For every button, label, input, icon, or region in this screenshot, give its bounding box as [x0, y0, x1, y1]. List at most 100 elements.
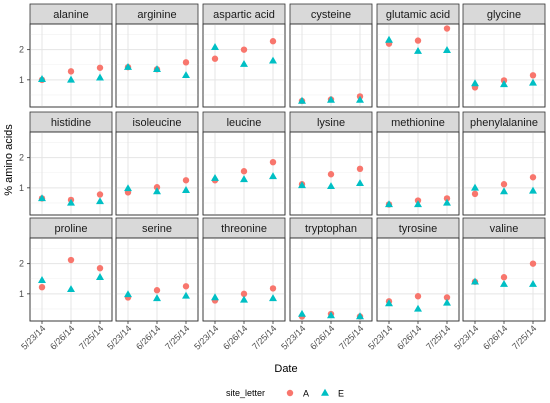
plot-frame [115, 23, 199, 108]
point-E [269, 56, 277, 64]
facet-panel-cysteine: cysteine [289, 3, 373, 108]
legend-title: site_letter [226, 388, 265, 398]
point-E [298, 309, 306, 317]
point-A [96, 264, 104, 272]
plot-frame [202, 131, 286, 216]
point-E [124, 62, 132, 70]
point-E [385, 35, 393, 43]
x-tick-label: 7/25/14 [163, 323, 191, 351]
y-tick-label: 1 [19, 289, 24, 299]
point-E [327, 182, 335, 190]
point-E [298, 181, 306, 189]
facet-strip-label: threonine [221, 223, 267, 235]
x-tick-label: 6/26/14 [481, 323, 509, 351]
point-A [269, 158, 277, 166]
point-E [182, 291, 190, 299]
point-A [182, 59, 190, 66]
point-E [240, 175, 248, 183]
plot-frame [202, 23, 286, 108]
x-axis-title: Date [274, 363, 297, 375]
x-tick-label: 5/23/14 [19, 323, 47, 351]
point-E [211, 173, 219, 181]
facet-strip-label: proline [54, 223, 87, 235]
point-E [38, 194, 46, 202]
point-E [298, 96, 306, 104]
point-E [240, 59, 248, 67]
point-E [211, 293, 219, 301]
point-E [96, 273, 104, 280]
x-tick-label: 6/26/14 [395, 323, 423, 351]
point-E [356, 179, 364, 187]
facet-strip-label: tryptophan [305, 223, 357, 235]
point-E [529, 186, 537, 194]
facet-panel-threonine: threonine 5/23/14 6/26/14 7/25/14 [192, 217, 286, 352]
point-A [414, 293, 422, 300]
facet-panel-leucine: leucine [202, 111, 286, 216]
facet-strip-label: tyrosine [399, 223, 438, 235]
point-A [153, 184, 161, 191]
point-E [38, 276, 46, 283]
point-A [529, 174, 537, 181]
y-tick-label: 1 [19, 75, 24, 85]
point-E [67, 198, 75, 206]
facet-strip-label: cysteine [311, 9, 351, 21]
y-axis-title: % amino acids [3, 124, 15, 196]
x-tick-label: 7/25/14 [510, 323, 538, 351]
x-tick-label: 6/26/14 [134, 323, 162, 351]
point-A [67, 68, 75, 75]
x-tick-label: 6/26/14 [48, 323, 76, 351]
point-E [67, 285, 75, 293]
point-E [327, 311, 335, 319]
point-A [529, 260, 537, 267]
y-tick-label: 2 [19, 259, 24, 269]
point-E [414, 304, 422, 312]
facet-strip-label: glutamic acid [386, 9, 450, 21]
point-E [385, 299, 393, 307]
point-A [153, 287, 161, 294]
x-tick-label: 5/23/14 [452, 323, 480, 351]
point-A [211, 55, 219, 62]
x-tick-label: 7/25/14 [424, 323, 452, 351]
x-tick-label: 5/23/14 [279, 323, 307, 351]
facet-panel-tryptophan: tryptophan 5/23/14 6/26/14 7/25/14 [279, 217, 373, 352]
facet-strip-label: methionine [391, 117, 445, 129]
point-A [500, 274, 508, 281]
point-E [67, 75, 75, 83]
y-tick-label: 2 [19, 45, 24, 55]
point-E [500, 187, 508, 195]
plot-frame [462, 131, 546, 216]
point-E [500, 279, 508, 287]
x-tick-label: 7/25/14 [250, 323, 278, 351]
point-E [414, 200, 422, 208]
point-E [443, 298, 451, 306]
point-A [471, 190, 479, 198]
point-E [269, 172, 277, 180]
x-tick-label: 6/26/14 [221, 323, 249, 351]
point-E [182, 71, 190, 79]
point-A [240, 168, 248, 175]
point-E [96, 197, 104, 205]
point-E [240, 295, 248, 303]
x-tick-label: 5/23/14 [105, 323, 133, 351]
plot-frame [289, 131, 373, 216]
facet-panel-glycine: glycine [462, 3, 546, 108]
x-tick-label: 5/23/14 [192, 323, 220, 351]
facet-panel-lysine: lysine [289, 111, 373, 216]
point-E [38, 75, 46, 82]
x-tick-label: 7/25/14 [77, 323, 105, 351]
point-E [327, 95, 335, 103]
facet-strip-label: isoleucine [133, 117, 182, 129]
facet-panel-valine: valine 5/23/14 6/26/14 7/25/14 [452, 217, 546, 352]
point-E [124, 290, 132, 298]
point-E [153, 187, 161, 195]
plot-frame [29, 23, 113, 108]
facet-panel-aspartic-acid: aspartic acid [202, 3, 286, 108]
point-A [38, 283, 46, 291]
facet-panels: alanine 1 2 arginine aspartic acid cysteine gl… [19, 3, 546, 352]
point-E [356, 95, 364, 103]
legend-label-A: A [303, 389, 309, 399]
point-A [182, 283, 190, 290]
point-E [182, 186, 190, 193]
plot-frame [462, 23, 546, 108]
